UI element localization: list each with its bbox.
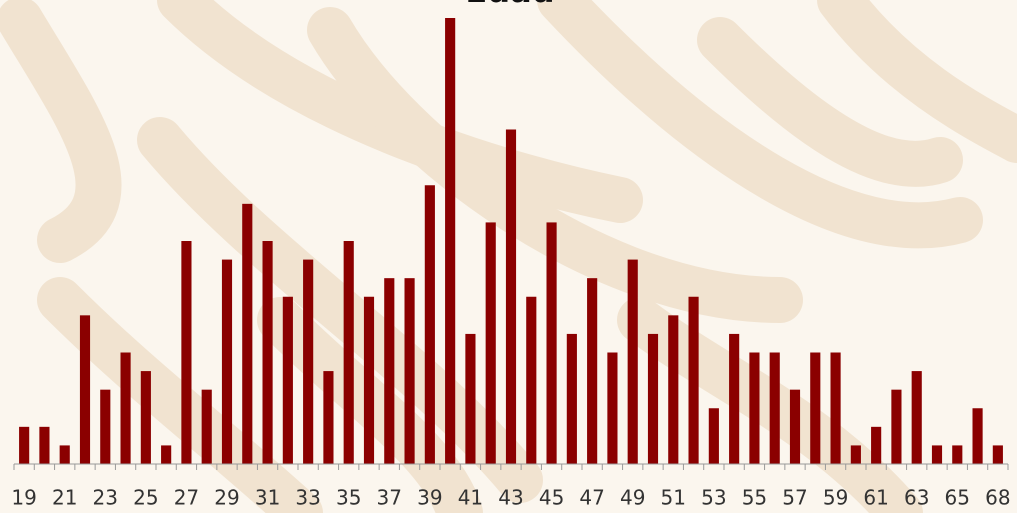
- bar: [749, 353, 759, 465]
- bar: [465, 334, 475, 464]
- bar: [100, 390, 110, 464]
- bar: [323, 371, 333, 464]
- chart-title: Edad: [465, 0, 554, 10]
- bar: [668, 315, 678, 464]
- x-tick-label: 29: [214, 486, 239, 510]
- bar: [161, 445, 171, 464]
- bar: [425, 185, 435, 464]
- bar: [263, 241, 273, 464]
- x-tick-label: 39: [417, 486, 442, 510]
- x-tick-label: 65: [945, 486, 970, 510]
- bar: [547, 222, 557, 464]
- bar: [607, 353, 617, 465]
- x-tick-label: 53: [701, 486, 726, 510]
- bar: [344, 241, 354, 464]
- x-tick-label: 21: [52, 486, 77, 510]
- bar: [242, 204, 252, 464]
- bar: [871, 427, 881, 464]
- bar: [729, 334, 739, 464]
- bar: [80, 315, 90, 464]
- x-tick-label: 59: [823, 486, 848, 510]
- x-tick-label: 33: [295, 486, 320, 510]
- bar: [790, 390, 800, 464]
- bar: [445, 18, 455, 464]
- x-tick-label: 51: [661, 486, 686, 510]
- bar: [993, 445, 1003, 464]
- x-tick-label: 63: [904, 486, 929, 510]
- x-tick-label: 23: [93, 486, 118, 510]
- bar: [932, 445, 942, 464]
- bar: [60, 445, 70, 464]
- bar: [851, 445, 861, 464]
- chart: Edad 19 21 23 25 27 29 31 33 35 37 39 41 43 45 47 49 51 5…: [0, 0, 1017, 513]
- x-tick-label: 37: [377, 486, 402, 510]
- x-tick-label: 61: [863, 486, 888, 510]
- bar: [181, 241, 191, 464]
- x-tick-label: 49: [620, 486, 645, 510]
- x-tick-label: 47: [579, 486, 604, 510]
- x-tick-label: 31: [255, 486, 280, 510]
- bar: [912, 371, 922, 464]
- x-tick-label: 25: [133, 486, 158, 510]
- bar: [506, 130, 516, 465]
- bar: [567, 334, 577, 464]
- bar: [648, 334, 658, 464]
- bar: [709, 408, 719, 464]
- x-tick-label: 45: [539, 486, 564, 510]
- x-tick-label: 27: [174, 486, 199, 510]
- bar: [628, 260, 638, 464]
- bar: [222, 260, 232, 464]
- bar: [810, 353, 820, 465]
- bar: [891, 390, 901, 464]
- x-tick-label: 43: [498, 486, 523, 510]
- bar: [689, 297, 699, 464]
- bar: [405, 278, 415, 464]
- bar: [283, 297, 293, 464]
- bar: [526, 297, 536, 464]
- bar: [486, 222, 496, 464]
- bar: [303, 260, 313, 464]
- bar: [121, 353, 131, 465]
- bar: [587, 278, 597, 464]
- bar: [39, 427, 49, 464]
- bar: [364, 297, 374, 464]
- x-tick-label: 68: [985, 486, 1010, 510]
- x-tick-label: 19: [11, 486, 36, 510]
- bar: [202, 390, 212, 464]
- bar: [952, 445, 962, 464]
- x-tick-label: 57: [782, 486, 807, 510]
- x-tick-label: 35: [336, 486, 361, 510]
- bar: [141, 371, 151, 464]
- bar: [384, 278, 394, 464]
- bar: [973, 408, 983, 464]
- x-tick-label: 41: [458, 486, 483, 510]
- bar: [19, 427, 29, 464]
- bar: [770, 353, 780, 465]
- bar: [831, 353, 841, 465]
- x-tick-label: 55: [742, 486, 767, 510]
